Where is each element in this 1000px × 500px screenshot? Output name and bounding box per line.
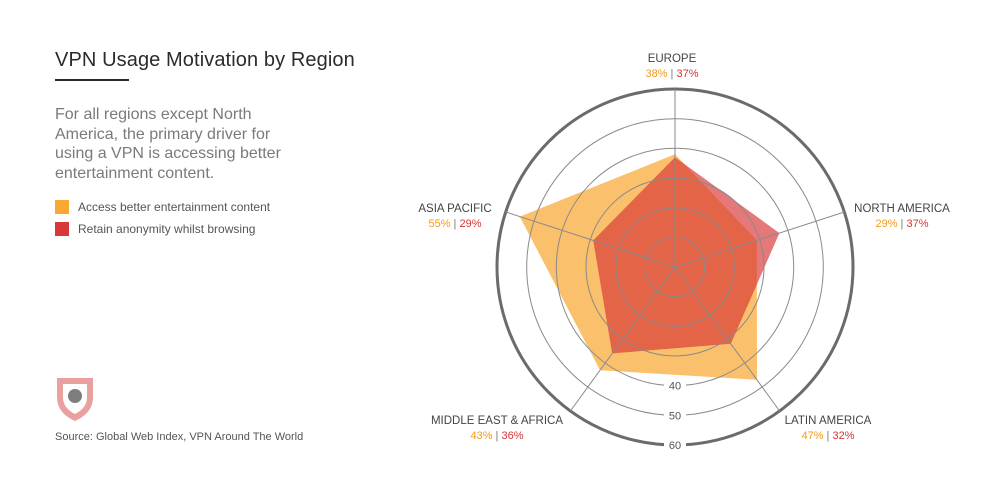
value-separator-middle-east-africa: | [493,430,502,442]
value-separator-north-america: | [898,218,907,230]
value-anonymity-latin-america: 32% [832,430,854,442]
value-separator-europe: | [668,68,677,80]
chart-subtitle: For all regions except North America, th… [55,106,281,182]
value-anonymity-asia-pacific: 29% [459,218,481,230]
title-underline [55,79,129,81]
value-entertainment-middle-east-africa: 43% [470,430,492,442]
axis-label-asia-pacific: ASIA PACIFIC [418,203,491,215]
legend-label-anonymity: Retain anonymity whilst browsing [78,222,256,236]
legend-item-entertainment: Access better entertainment content [55,196,270,218]
legend-swatch-entertainment [55,200,69,214]
value-separator-latin-america: | [824,430,833,442]
axis-spoke-3 [569,266,676,412]
legend: Access better entertainment content Reta… [55,196,270,240]
ring-label-bg-40 [664,377,686,394]
ring-label-bg-50 [664,407,686,424]
value-anonymity-middle-east-africa: 36% [501,430,523,442]
series-area-anonymity [593,157,780,354]
value-anonymity-north-america: 37% [906,218,928,230]
axis-spoke-1 [674,211,845,268]
value-label-europe: 38% | 37% [645,68,698,80]
axis-label-latin-america: LATIN AMERICA [785,415,872,427]
axis-spoke-2 [674,266,781,412]
source-note: Source: Global Web Index, VPN Around The… [55,431,304,443]
chart-title: VPN Usage Motivation by Region [55,49,355,71]
ring-label-40: 40 [669,381,681,393]
value-label-north-america: 29% | 37% [875,218,928,230]
axis-label-europe: EUROPE [648,53,697,65]
value-anonymity-europe: 37% [676,68,698,80]
value-label-latin-america: 47% | 32% [801,430,854,442]
legend-item-anonymity: Retain anonymity whilst browsing [55,218,270,240]
axis-label-middle-east-africa: MIDDLE EAST & AFRICA [431,415,563,427]
value-label-middle-east-africa: 43% | 36% [470,430,523,442]
legend-label-entertainment: Access better entertainment content [78,200,271,214]
ring-label-bg-60 [664,437,686,453]
value-entertainment-asia-pacific: 55% [428,218,450,230]
value-separator-asia-pacific: | [451,218,460,230]
value-entertainment-north-america: 29% [875,218,897,230]
legend-swatch-anonymity [55,222,69,236]
ring-label-50: 50 [669,410,681,422]
value-entertainment-latin-america: 47% [801,430,823,442]
axis-label-north-america: NORTH AMERICA [854,203,950,215]
ring-label-60: 60 [669,440,681,452]
axis-spoke-4 [505,211,676,268]
shield-icon [57,378,93,421]
value-entertainment-europe: 38% [645,68,667,80]
value-label-asia-pacific: 55% | 29% [428,218,481,230]
